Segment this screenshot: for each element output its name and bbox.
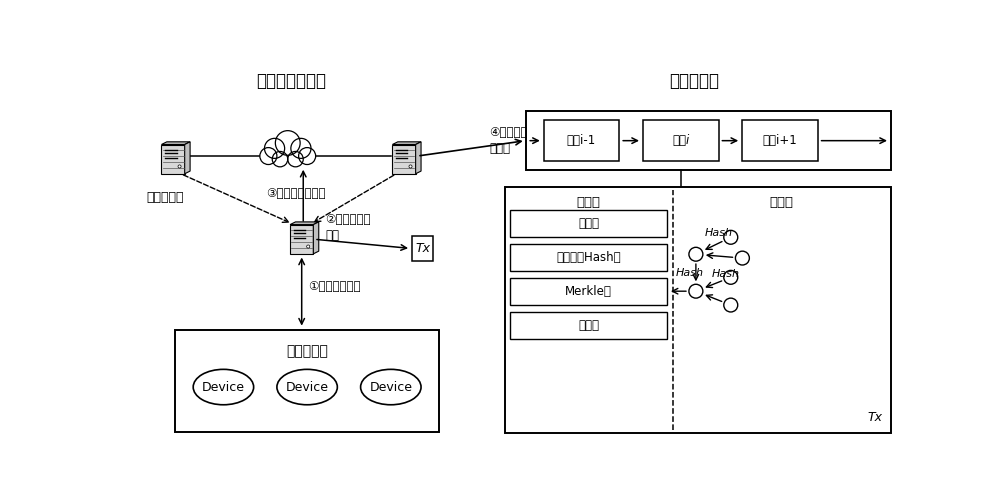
Circle shape [689,284,703,298]
Text: Device: Device [369,380,412,394]
Text: Device: Device [202,380,245,394]
Text: 区块头: 区块头 [577,196,601,209]
Text: Device: Device [286,380,329,394]
Text: 区块i+1: 区块i+1 [762,134,797,147]
Text: Hash: Hash [711,269,739,279]
Bar [510,210,667,237]
Bar [526,111,891,170]
Circle shape [275,131,300,155]
Bar [544,120,619,161]
Text: 联盟区块链网络: 联盟区块链网络 [257,72,327,90]
Text: 物联网设备: 物联网设备 [286,344,328,358]
Circle shape [735,251,749,265]
Polygon shape [392,142,421,145]
Text: ①注册、认证等: ①注册、认证等 [308,279,360,293]
Circle shape [299,148,316,164]
Text: Hash: Hash [676,268,704,277]
Circle shape [724,230,738,244]
Circle shape [689,247,703,261]
Circle shape [265,138,285,158]
Circle shape [724,271,738,284]
Bar [505,187,891,433]
Text: 区块链结构: 区块链结构 [670,72,720,90]
Bar [510,277,667,305]
Text: Hash: Hash [705,228,733,238]
Text: ③发送区块链交易: ③发送区块链交易 [266,186,326,200]
Polygon shape [416,142,421,174]
Polygon shape [185,142,190,174]
Text: Merkle根: Merkle根 [565,285,612,298]
Text: 区块i-1: 区块i-1 [567,134,596,147]
Polygon shape [161,142,190,145]
Text: Tx: Tx [415,242,430,255]
Polygon shape [161,145,185,174]
Ellipse shape [277,369,337,405]
Text: ④形成最新
区块链: ④形成最新 区块链 [489,126,528,155]
Text: 区块i: 区块i [672,134,689,147]
Polygon shape [392,145,416,174]
Ellipse shape [361,369,421,405]
Circle shape [724,298,738,312]
Ellipse shape [193,369,254,405]
Circle shape [288,152,303,167]
Text: ②生成区块链
交易: ②生成区块链 交易 [325,213,370,242]
Bar [510,311,667,338]
Bar [510,244,667,271]
Text: 区块链节点: 区块链节点 [147,191,184,205]
Circle shape [307,245,310,248]
Text: 版本号: 版本号 [578,217,599,230]
Circle shape [409,165,412,168]
Circle shape [178,165,181,168]
Text: 区块体: 区块体 [770,196,794,209]
Text: Tx: Tx [868,411,883,424]
Polygon shape [313,222,319,254]
Bar [643,120,719,161]
Polygon shape [290,222,319,224]
Bar [175,330,439,431]
Polygon shape [290,224,313,254]
Text: 时间戳: 时间戳 [578,319,599,332]
Text: 前一区块Hash值: 前一区块Hash值 [556,251,621,264]
Circle shape [260,148,277,164]
Bar [742,120,818,161]
Bar [412,236,433,261]
Circle shape [291,138,311,158]
Circle shape [272,152,288,167]
